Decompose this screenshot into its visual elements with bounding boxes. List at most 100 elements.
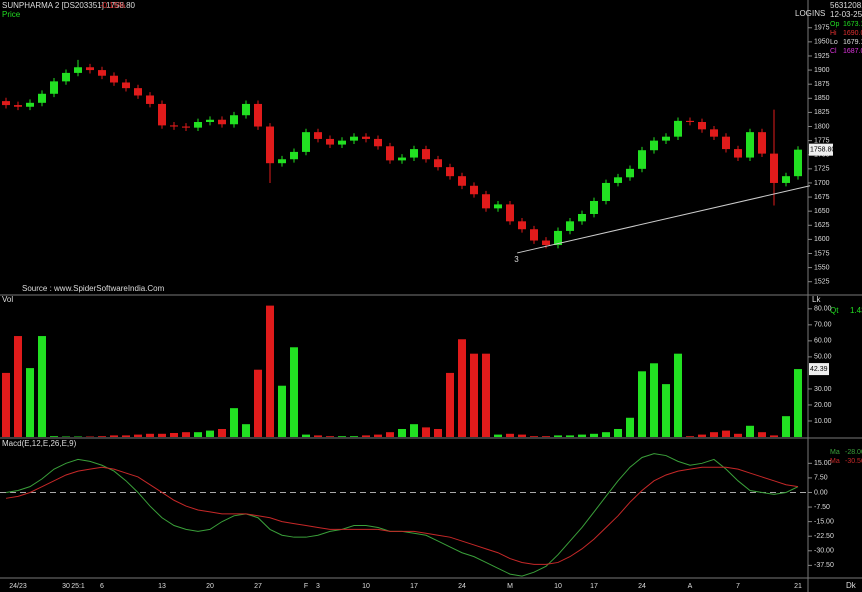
- volume-bar: [14, 336, 22, 437]
- y-tick-label: 1675: [814, 194, 830, 201]
- y-tick-label: 1850: [814, 95, 830, 102]
- y-tick-label: -15.00: [814, 518, 834, 525]
- candle-body: [590, 201, 598, 214]
- x-tick-label: 17: [590, 583, 598, 590]
- volume-bar: [98, 436, 106, 437]
- candle-body: [782, 176, 790, 183]
- volume-bar: [110, 435, 118, 437]
- chart-title: SUNPHARMA 2 [DS203351] 1758.80: [2, 1, 136, 10]
- candle-body: [674, 120, 682, 137]
- candle-body: [290, 151, 298, 160]
- volume-bar: [506, 433, 514, 437]
- candle-body: [158, 103, 166, 126]
- volume-bar: [146, 433, 154, 437]
- volume-bar: [770, 435, 778, 437]
- candle-body: [314, 132, 322, 139]
- volume-bar: [134, 434, 142, 437]
- candle-body: [182, 126, 190, 128]
- readout-value: 1673.15: [843, 21, 862, 28]
- candle-body: [578, 213, 586, 222]
- volume-bar: [374, 434, 382, 437]
- volume-bar: [266, 305, 274, 437]
- y-tick-label: 1575: [814, 250, 830, 257]
- candle-body: [662, 136, 670, 141]
- candle-body: [278, 159, 286, 164]
- panel-label: Macd(E,12,E,26,E,9): [2, 439, 77, 448]
- y-tick-label: 1975: [814, 25, 830, 32]
- volume-bar: [290, 347, 298, 437]
- volume-bar: [2, 372, 10, 437]
- volume-bar: [170, 432, 178, 437]
- volume-bar: [686, 436, 694, 437]
- candle-body: [518, 221, 526, 230]
- x-tick-label: 6: [100, 583, 104, 590]
- volume-bar: [518, 434, 526, 437]
- candle-body: [110, 75, 118, 83]
- macd-line: [5, 466, 799, 565]
- annotation: 3: [514, 255, 519, 264]
- y-tick-label: 1625: [814, 222, 830, 229]
- legend-name: Ma: [830, 449, 840, 456]
- candle-body: [386, 146, 394, 161]
- volume-bar: [386, 432, 394, 437]
- volume-bar: [674, 353, 682, 437]
- y-tick-label: -30.00: [814, 548, 834, 555]
- candle-body: [482, 194, 490, 209]
- value-box: [809, 363, 829, 376]
- candle-body: [758, 132, 766, 154]
- candle-body: [398, 157, 406, 161]
- candle-body: [494, 204, 502, 209]
- y-tick-label: 1875: [814, 81, 830, 88]
- candle-body: [170, 125, 178, 127]
- x-tick-label: M: [507, 583, 513, 590]
- info: 5631208.50: [830, 1, 862, 10]
- volume-bar: [278, 385, 286, 437]
- candle-body: [554, 230, 562, 246]
- y-tick-label: 80.00: [814, 306, 832, 313]
- candle-body: [686, 120, 694, 122]
- flag: INS: [812, 9, 825, 18]
- volume-bar: [722, 430, 730, 437]
- candle-body: [614, 177, 622, 183]
- candle-body: [734, 149, 742, 158]
- x-tick-label: 27: [254, 583, 262, 590]
- x-tick-label: F: [304, 583, 308, 590]
- y-tick-label: 1600: [814, 236, 830, 243]
- volume-bar: [782, 416, 790, 437]
- candle-body: [422, 149, 430, 160]
- y-tick-label: 1925: [814, 53, 830, 60]
- y-tick-label: 7.50: [814, 475, 828, 482]
- x-tick-label: 25:1: [71, 583, 85, 590]
- price-box: [809, 143, 833, 156]
- legend-value: -28.00: [845, 449, 862, 456]
- readout-name: Lo: [830, 39, 838, 46]
- candle-body: [362, 136, 370, 139]
- candle-body: [710, 129, 718, 137]
- y-tick-label: 1650: [814, 208, 830, 215]
- x-tick-label: 30: [62, 583, 70, 590]
- volume-bar: [434, 428, 442, 437]
- x-tick-label: 17: [410, 583, 418, 590]
- candle-body: [74, 67, 82, 73]
- y-tick-label: -22.50: [814, 533, 834, 540]
- y-tick-label: 1800: [814, 123, 830, 130]
- trendline: [517, 185, 811, 254]
- candle-body: [506, 204, 514, 222]
- y-tick-label: 1550: [814, 264, 830, 271]
- y-tick-label: 1950: [814, 39, 830, 46]
- y-tick-label: 15.00: [814, 460, 832, 467]
- candle-body: [302, 132, 310, 152]
- candle-body: [26, 102, 34, 107]
- readout-name: Cl: [830, 48, 837, 55]
- volume-bar: [326, 436, 334, 437]
- volume-bar: [182, 432, 190, 437]
- volume-bar: [794, 369, 802, 437]
- volume-bar: [650, 363, 658, 437]
- candle-body: [62, 72, 70, 82]
- volume-bar: [254, 369, 262, 437]
- volume-bar: [314, 435, 322, 437]
- candle-body: [146, 95, 154, 104]
- x-tick-label: 7: [736, 583, 740, 590]
- candle-body: [242, 103, 250, 116]
- y-tick-label: 1900: [814, 67, 830, 74]
